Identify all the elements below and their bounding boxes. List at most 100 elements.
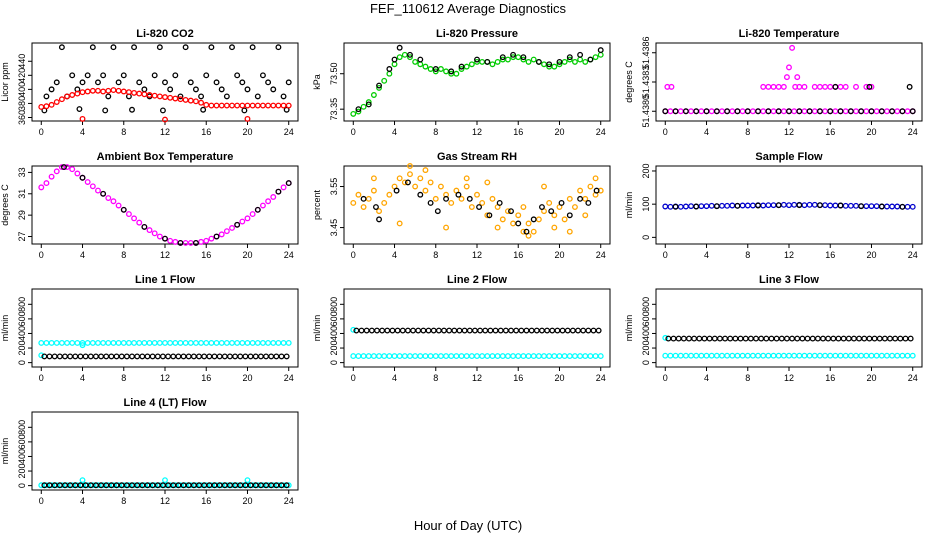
data-point [847, 108, 854, 115]
data-point [386, 70, 393, 77]
data-point [381, 199, 388, 206]
data-point [489, 61, 496, 68]
data-point [708, 352, 715, 359]
x-tick-label: 0 [39, 127, 44, 137]
data-point [873, 108, 880, 115]
data-point [585, 327, 592, 334]
data-point [837, 83, 844, 90]
data-point [693, 352, 700, 359]
data-point [386, 66, 393, 72]
data-point [551, 224, 558, 231]
data-point [172, 95, 179, 102]
data-point [363, 327, 370, 334]
data-point [234, 102, 241, 109]
data-point [154, 353, 161, 360]
data-point [571, 204, 578, 211]
data-point [98, 353, 105, 360]
data-point [203, 72, 210, 79]
data-point [827, 83, 834, 90]
data-point [270, 102, 277, 109]
y-tick-label: 440 [17, 54, 27, 69]
data-point [851, 335, 857, 342]
data-point [401, 51, 408, 58]
chart-panel-10: Line 4 (LT) Flow ml/min 0 4 8 12 16 20 24 0 200400… [0, 397, 299, 506]
data-point [370, 187, 377, 194]
x-tick-label: 20 [554, 373, 564, 383]
data-point [682, 203, 689, 210]
data-point [770, 83, 777, 90]
data-series-1 [38, 477, 292, 489]
data-point [125, 211, 132, 218]
data-point [151, 72, 158, 79]
data-point [239, 79, 246, 86]
data-point [667, 108, 674, 115]
data-point [595, 327, 602, 334]
x-tick-label: 4 [392, 250, 397, 260]
data-series-1 [350, 326, 604, 360]
data-point [455, 191, 462, 198]
data-point [376, 208, 383, 215]
x-tick-label: 20 [554, 250, 564, 260]
data-point [172, 339, 179, 346]
x-tick-label: 12 [472, 250, 482, 260]
data-point [38, 352, 45, 359]
data-point [89, 183, 96, 190]
y-tick-label: 600 [17, 434, 27, 449]
data-point [899, 352, 906, 359]
data-point [778, 335, 785, 342]
data-point [551, 63, 558, 70]
x-tick-label: 20 [242, 373, 252, 383]
data-point [69, 92, 76, 98]
y-axis: 73.35 73.50 [329, 62, 344, 120]
y-tick-label: 73.35 [329, 98, 339, 121]
chart-title: Line 1 Flow [135, 274, 195, 286]
data-point [546, 199, 553, 206]
data-point [515, 220, 522, 227]
data-point [254, 339, 261, 346]
data-point [520, 54, 527, 61]
data-point [775, 83, 782, 90]
data-point [58, 339, 65, 346]
data-point [686, 335, 692, 342]
data-point [487, 327, 494, 334]
data-point [561, 216, 568, 223]
data-point [832, 108, 839, 115]
data-point [151, 230, 158, 237]
x-tick-label: 8 [745, 127, 750, 137]
data-point [162, 79, 168, 86]
data-point [853, 108, 859, 115]
y-tick-label: 29 [17, 210, 27, 220]
data-point [244, 102, 251, 109]
data-point [379, 327, 386, 334]
data-point [278, 353, 285, 360]
y-tick-label: 51.4380 [641, 95, 651, 128]
chart-title: Gas Stream RH [437, 151, 517, 163]
data-point [571, 58, 578, 65]
data-point [131, 339, 138, 346]
data-point [396, 44, 403, 51]
x-tick-label: 4 [80, 496, 85, 506]
data-point [871, 335, 878, 342]
data-point [156, 44, 163, 51]
data-point [858, 108, 865, 115]
x-tick-label: 4 [704, 127, 709, 137]
data-point [211, 353, 218, 360]
data-point [765, 83, 772, 90]
data-point [368, 327, 375, 334]
data-point [535, 353, 542, 360]
data-point [484, 58, 491, 65]
data-point [897, 335, 904, 342]
data-point [374, 327, 380, 334]
data-point [758, 335, 765, 342]
data-point [749, 352, 756, 359]
data-point [208, 44, 215, 51]
data-point [489, 195, 496, 202]
data-point [136, 79, 143, 86]
data-point [902, 335, 909, 342]
data-point [259, 102, 266, 109]
data-point [365, 195, 372, 202]
data-point [456, 327, 463, 334]
data-point [239, 102, 246, 109]
x-tick-label: 0 [351, 250, 356, 260]
data-point [482, 327, 489, 334]
